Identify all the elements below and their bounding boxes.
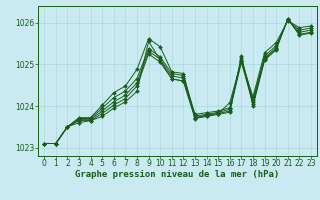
X-axis label: Graphe pression niveau de la mer (hPa): Graphe pression niveau de la mer (hPa) (76, 170, 280, 179)
